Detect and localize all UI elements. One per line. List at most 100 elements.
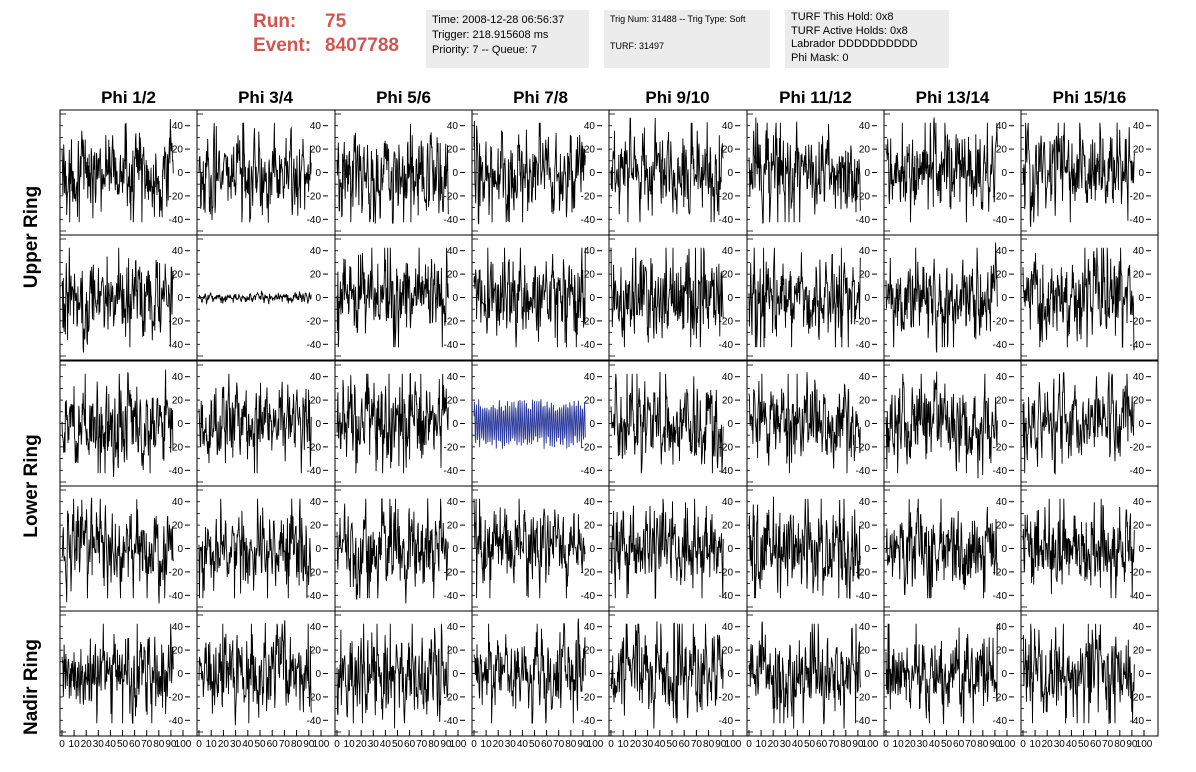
y-tick-label-r0-c4-1: -20 [719, 191, 734, 202]
x-tick-label-c6-6: 60 [953, 739, 965, 750]
x-tick-label-c3-8: 80 [565, 739, 577, 750]
x-tick-label-c5-2: 20 [768, 739, 780, 750]
x-tick-label-c7-3: 30 [1054, 739, 1066, 750]
y-tick-label-r2-c5-1: -20 [856, 442, 871, 453]
x-tick-label-c6-2: 20 [905, 739, 917, 750]
x-tick-label-c5-10: 100 [862, 739, 879, 750]
x-tick-label-c0-3: 30 [93, 739, 105, 750]
x-tick-label-c7-6: 60 [1090, 739, 1102, 750]
y-tick-label-r4-c3-4: 40 [584, 622, 596, 633]
x-tick-label-c1-3: 30 [230, 739, 242, 750]
x-tick-label-c3-2: 20 [493, 739, 505, 750]
y-tick-label-r2-c7-3: 20 [1133, 396, 1145, 407]
y-tick-label-r3-c1-0: -40 [307, 591, 322, 602]
x-tick-label-c0-0: 0 [59, 739, 65, 750]
y-tick-label-r4-c2-4: 40 [447, 622, 459, 633]
waveform-trace-r3-c7 [1022, 498, 1135, 599]
y-tick-label-r0-c2-3: 20 [447, 145, 459, 156]
y-tick-label-r0-c6-4: 40 [996, 121, 1008, 132]
x-tick-label-c2-5: 50 [392, 739, 404, 750]
y-tick-label-r3-c1-1: -20 [307, 567, 322, 578]
labrador-line: Labrador DDDDDDDDDD [791, 38, 918, 50]
y-tick-label-r4-c0-1: -20 [169, 692, 184, 703]
y-tick-label-r2-c6-3: 20 [996, 396, 1008, 407]
y-tick-label-r1-c4-0: -40 [719, 340, 734, 351]
x-tick-label-c4-8: 80 [703, 739, 715, 750]
x-tick-label-c5-7: 70 [828, 739, 840, 750]
run-event-header: Run: 75 Event: 8407788 [253, 10, 399, 58]
y-tick-label-r2-c0-3: 20 [172, 396, 184, 407]
y-tick-label-r3-c3-1: -20 [581, 567, 596, 578]
y-tick-label-r3-c3-0: -40 [581, 591, 596, 602]
y-tick-label-r4-c4-0: -40 [719, 716, 734, 727]
y-tick-label-r3-c7-3: 20 [1133, 521, 1145, 532]
waveform-trace-r1-c2 [336, 247, 449, 348]
waveform-trace-r3-c2 [336, 498, 449, 604]
y-tick-label-r1-c7-1: -20 [1130, 316, 1145, 327]
y-tick-label-r4-c5-4: 40 [859, 622, 871, 633]
y-tick-label-r0-c4-3: 20 [722, 145, 734, 156]
y-tick-label-r1-c6-0: -40 [993, 340, 1008, 351]
x-tick-label-c0-1: 10 [69, 739, 81, 750]
y-tick-label-r3-c5-3: 20 [859, 521, 871, 532]
y-tick-label-r0-c7-0: -40 [1130, 215, 1145, 226]
y-tick-label-r1-c0-4: 40 [172, 246, 184, 257]
y-tick-label-r4-c6-1: -20 [993, 692, 1008, 703]
x-tick-label-c1-10: 100 [313, 739, 330, 750]
y-tick-label-r3-c4-3: 20 [722, 521, 734, 532]
y-tick-label-r0-c3-3: 20 [584, 145, 596, 156]
column-title-phi-3-4: Phi 3/4 [238, 88, 293, 107]
y-tick-label-r3-c1-4: 40 [310, 497, 322, 508]
waveform-trace-r2-c5 [748, 372, 861, 474]
x-tick-label-c4-10: 100 [725, 739, 742, 750]
waveform-trace-r1-c7 [1022, 247, 1135, 351]
waveform-trace-r4-c0 [61, 623, 174, 724]
y-tick-label-r1-c7-3: 20 [1133, 270, 1145, 281]
y-tick-label-r1-c4-1: -20 [719, 316, 734, 327]
y-tick-label-r3-c3-3: 20 [584, 521, 596, 532]
waveform-trace-r2-c1 [198, 373, 312, 474]
y-tick-label-r3-c0-1: -20 [169, 567, 184, 578]
y-tick-label-r1-c0-2: 0 [177, 293, 183, 304]
time-info-box: Time: 2008-12-28 06:56:37 Trigger: 218.9… [426, 10, 589, 68]
column-title-phi-5-6: Phi 5/6 [376, 88, 431, 107]
y-tick-label-r3-c6-4: 40 [996, 497, 1008, 508]
x-tick-label-c7-4: 40 [1066, 739, 1078, 750]
y-tick-label-r4-c6-2: 0 [1001, 669, 1007, 680]
waveform-trace-r2-c7 [1022, 371, 1135, 475]
x-tick-label-c7-10: 100 [1136, 739, 1153, 750]
turf-info-box: TURF This Hold: 0x8 TURF Active Holds: 0… [785, 10, 949, 68]
waveform-trace-r4-c4 [610, 621, 724, 729]
phi-mask-line: Phi Mask: 0 [791, 51, 849, 64]
y-tick-label-r4-c7-2: 0 [1138, 669, 1144, 680]
x-tick-label-c1-8: 80 [291, 739, 303, 750]
y-tick-label-r2-c7-4: 40 [1133, 372, 1145, 383]
y-tick-label-r1-c2-2: 0 [452, 293, 458, 304]
x-tick-label-c5-0: 0 [746, 739, 752, 750]
y-tick-label-r1-c1-3: 20 [310, 270, 322, 281]
y-tick-label-r1-c2-0: -40 [444, 340, 459, 351]
x-tick-label-c1-9: 90 [303, 739, 315, 750]
y-tick-label-r4-c1-4: 40 [310, 622, 322, 633]
x-tick-label-c7-5: 50 [1078, 739, 1090, 750]
y-tick-label-r2-c2-3: 20 [447, 396, 459, 407]
waveform-trace-r4-c5 [748, 621, 861, 729]
x-tick-label-c7-2: 20 [1042, 739, 1054, 750]
y-tick-label-r2-c1-1: -20 [307, 442, 322, 453]
y-tick-label-r2-c6-2: 0 [1001, 419, 1007, 430]
y-tick-label-r2-c5-2: 0 [864, 419, 870, 430]
x-tick-label-c3-4: 40 [517, 739, 529, 750]
x-tick-label-c3-5: 50 [529, 739, 541, 750]
y-tick-label-r0-c0-2: 0 [177, 168, 183, 179]
y-tick-label-r3-c4-0: -40 [719, 591, 734, 602]
y-tick-label-r3-c4-2: 0 [727, 544, 733, 555]
x-tick-label-c2-0: 0 [334, 739, 340, 750]
x-tick-label-c4-0: 0 [608, 739, 614, 750]
x-tick-label-c5-6: 60 [816, 739, 828, 750]
waveform-trace-r3-c6 [885, 498, 998, 599]
y-tick-label-r4-c2-0: -40 [444, 716, 459, 727]
y-tick-label-r0-c5-3: 20 [859, 145, 871, 156]
y-tick-label-r4-c4-4: 40 [722, 622, 734, 633]
y-tick-label-r3-c6-3: 20 [996, 521, 1008, 532]
y-tick-label-r3-c7-4: 40 [1133, 497, 1145, 508]
